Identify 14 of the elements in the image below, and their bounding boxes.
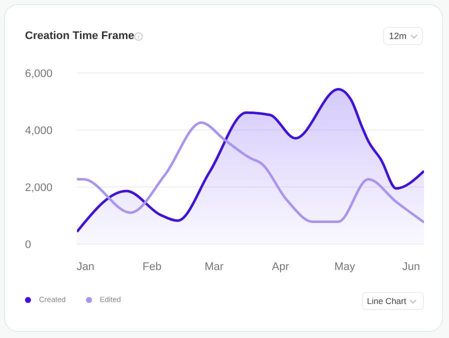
y-tick-label: 2,000 bbox=[25, 182, 53, 194]
text: Line Chart bbox=[362, 292, 424, 310]
y-tick-label: 6,000 bbox=[25, 68, 53, 80]
x-tick-label: Mar bbox=[204, 260, 224, 273]
x-tick-label: Jun bbox=[402, 260, 420, 273]
y-tick-label: 0 bbox=[25, 239, 32, 251]
x-tick-label: Jan bbox=[76, 260, 94, 273]
chart-title: Creation Time Frame bbox=[25, 30, 134, 42]
x-tick-label: Feb bbox=[142, 260, 162, 273]
x-tick-label: May bbox=[334, 260, 356, 273]
text: 12m bbox=[383, 27, 423, 45]
x-tick-label: Apr bbox=[272, 260, 290, 273]
y-tick-label: 4,000 bbox=[25, 125, 53, 137]
line-series bbox=[77, 121, 424, 224]
